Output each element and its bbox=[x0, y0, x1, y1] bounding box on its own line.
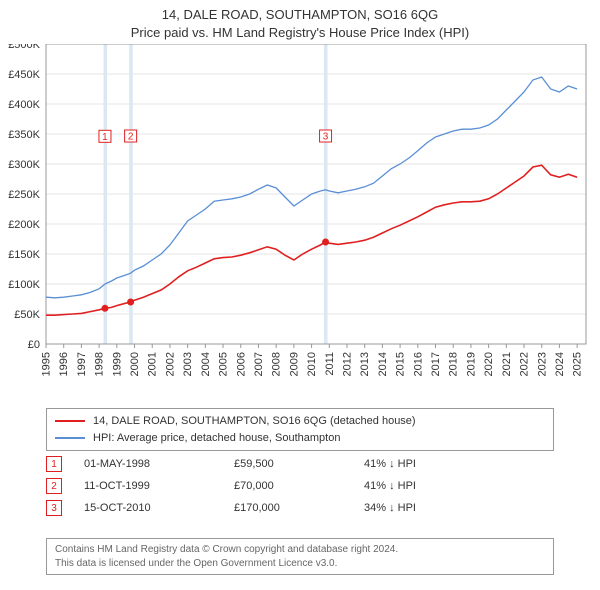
title-subtitle: Price paid vs. HM Land Registry's House … bbox=[0, 24, 600, 42]
x-tick-label: 2015 bbox=[395, 352, 407, 376]
x-tick-label: 1998 bbox=[94, 352, 106, 376]
legend-label: HPI: Average price, detached house, Sout… bbox=[93, 430, 340, 447]
x-tick-label: 2011 bbox=[324, 352, 336, 376]
x-tick-label: 1995 bbox=[41, 352, 53, 376]
chart-container: 14, DALE ROAD, SOUTHAMPTON, SO16 6QG Pri… bbox=[0, 0, 600, 590]
x-tick-label: 2020 bbox=[483, 352, 495, 376]
disclaimer-line-2: This data is licensed under the Open Gov… bbox=[55, 557, 545, 571]
series-property bbox=[46, 165, 577, 315]
x-tick-label: 2021 bbox=[501, 352, 513, 376]
y-tick-label: £300K bbox=[8, 159, 40, 171]
y-tick-label: £0 bbox=[28, 339, 40, 351]
transaction-row: 3 15-OCT-2010£170,00034% ↓ HPI bbox=[46, 500, 416, 516]
marker-dot bbox=[322, 239, 329, 246]
transaction-list: 1 01-MAY-1998£59,50041% ↓ HPI 2 11-OCT-1999… bbox=[46, 450, 416, 522]
transaction-marker: 1 bbox=[46, 456, 62, 472]
transaction-date: 15-OCT-2010 bbox=[84, 502, 234, 514]
transaction-diff: 34% ↓ HPI bbox=[364, 502, 416, 514]
x-tick-label: 2000 bbox=[129, 352, 141, 376]
transaction-price: £70,000 bbox=[234, 480, 364, 492]
legend-swatch bbox=[55, 420, 85, 422]
x-tick-label: 2022 bbox=[519, 352, 531, 376]
x-tick-label: 2018 bbox=[448, 352, 460, 376]
x-tick-label: 2013 bbox=[359, 352, 371, 376]
y-tick-label: £500K bbox=[8, 44, 40, 51]
x-tick-label: 2007 bbox=[253, 352, 265, 376]
x-tick-label: 2003 bbox=[182, 352, 194, 376]
y-tick-label: £400K bbox=[8, 99, 40, 111]
transaction-date: 01-MAY-1998 bbox=[84, 458, 234, 470]
x-tick-label: 2014 bbox=[377, 352, 389, 376]
x-tick-label: 2017 bbox=[430, 352, 442, 376]
legend-swatch bbox=[55, 437, 85, 439]
x-tick-label: 2005 bbox=[218, 352, 230, 376]
y-tick-label: £450K bbox=[8, 69, 40, 81]
transaction-date: 11-OCT-1999 bbox=[84, 480, 234, 492]
x-tick-label: 2012 bbox=[342, 352, 354, 376]
disclaimer-line-1: Contains HM Land Registry data © Crown c… bbox=[55, 543, 545, 557]
x-tick-label: 2024 bbox=[554, 352, 566, 376]
transaction-marker: 2 bbox=[46, 478, 62, 494]
y-tick-label: £100K bbox=[8, 279, 40, 291]
y-tick-label: £250K bbox=[8, 189, 40, 201]
x-tick-label: 2002 bbox=[164, 352, 176, 376]
legend-item: HPI: Average price, detached house, Sout… bbox=[55, 430, 545, 447]
disclaimer: Contains HM Land Registry data © Crown c… bbox=[46, 538, 554, 575]
x-tick-label: 2023 bbox=[536, 352, 548, 376]
marker-number: 2 bbox=[128, 132, 134, 143]
legend-label: 14, DALE ROAD, SOUTHAMPTON, SO16 6QG (de… bbox=[93, 413, 416, 430]
x-tick-label: 1997 bbox=[76, 352, 88, 376]
legend: 14, DALE ROAD, SOUTHAMPTON, SO16 6QG (de… bbox=[46, 408, 554, 451]
y-tick-label: £350K bbox=[8, 129, 40, 141]
marker-dot bbox=[127, 299, 134, 306]
marker-number: 1 bbox=[102, 132, 108, 143]
transaction-diff: 41% ↓ HPI bbox=[364, 480, 416, 492]
y-tick-label: £50K bbox=[14, 309, 40, 321]
x-tick-label: 2008 bbox=[271, 352, 283, 376]
chart-svg: £0 £50K £100K £150K £200K £250K £300K £350K £400… bbox=[0, 44, 600, 400]
series-hpi bbox=[46, 77, 577, 298]
y-tick-label: £200K bbox=[8, 219, 40, 231]
transaction-marker: 3 bbox=[46, 500, 62, 516]
x-tick-label: 1996 bbox=[58, 352, 70, 376]
marker-dot bbox=[101, 305, 108, 312]
x-tick-label: 2016 bbox=[412, 352, 424, 376]
x-tick-label: 2001 bbox=[147, 352, 159, 376]
x-tick-label: 2019 bbox=[465, 352, 477, 376]
chart-title: 14, DALE ROAD, SOUTHAMPTON, SO16 6QG Pri… bbox=[0, 0, 600, 41]
x-tick-label: 2009 bbox=[288, 352, 300, 376]
x-tick-label: 2025 bbox=[572, 352, 584, 376]
transaction-price: £59,500 bbox=[234, 458, 364, 470]
transaction-row: 2 11-OCT-1999£70,00041% ↓ HPI bbox=[46, 478, 416, 494]
x-tick-label: 2010 bbox=[306, 352, 318, 376]
x-tick-label: 2006 bbox=[235, 352, 247, 376]
transaction-price: £170,000 bbox=[234, 502, 364, 514]
title-address: 14, DALE ROAD, SOUTHAMPTON, SO16 6QG bbox=[0, 6, 600, 24]
y-tick-label: £150K bbox=[8, 249, 40, 261]
x-tick-label: 1999 bbox=[111, 352, 123, 376]
transaction-row: 1 01-MAY-1998£59,50041% ↓ HPI bbox=[46, 456, 416, 472]
chart-area: £0 £50K £100K £150K £200K £250K £300K £350K £400… bbox=[0, 44, 600, 400]
legend-item: 14, DALE ROAD, SOUTHAMPTON, SO16 6QG (de… bbox=[55, 413, 545, 430]
marker-number: 3 bbox=[323, 132, 329, 143]
transaction-diff: 41% ↓ HPI bbox=[364, 458, 416, 470]
x-tick-label: 2004 bbox=[200, 352, 212, 376]
